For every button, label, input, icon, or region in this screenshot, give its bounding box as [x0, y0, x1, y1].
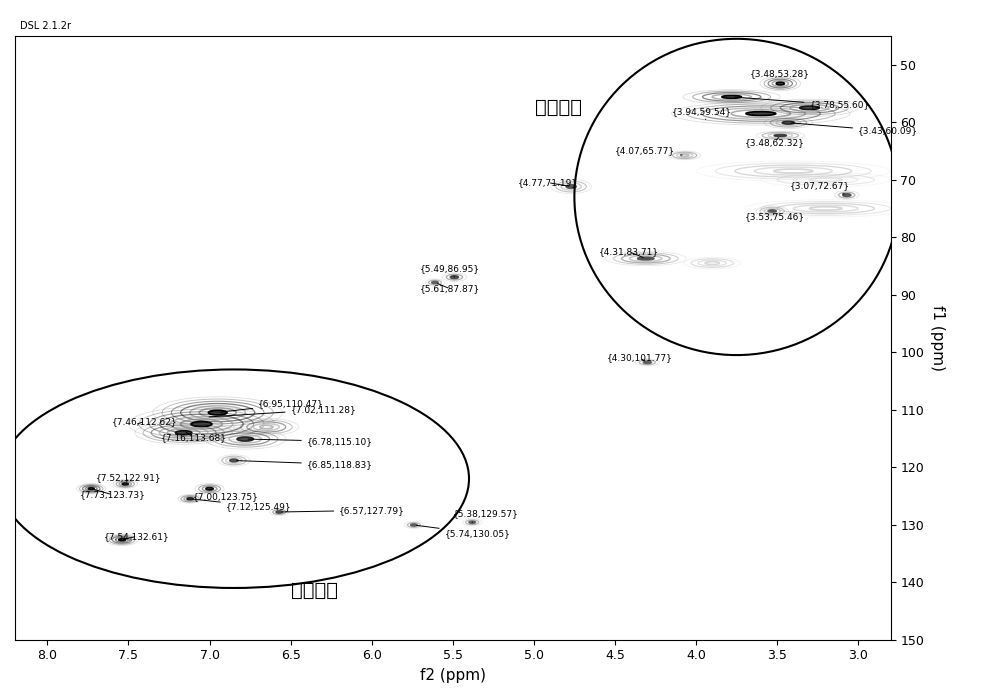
Ellipse shape	[776, 82, 784, 85]
Ellipse shape	[237, 437, 253, 441]
Ellipse shape	[450, 276, 458, 279]
Text: {7.16,113.68}: {7.16,113.68}	[161, 432, 227, 442]
Text: {3.78,55.60}: {3.78,55.60}	[734, 97, 870, 110]
Ellipse shape	[208, 410, 227, 415]
Ellipse shape	[411, 524, 417, 526]
Ellipse shape	[432, 281, 438, 283]
Text: {5.74,130.05}: {5.74,130.05}	[417, 526, 511, 538]
Text: {3.53,75.46}: {3.53,75.46}	[745, 213, 805, 221]
Text: {7.00,123.75}: {7.00,123.75}	[193, 489, 259, 502]
Text: {6.57,127.79}: {6.57,127.79}	[282, 506, 405, 515]
Text: {4.07,65.77}: {4.07,65.77}	[615, 147, 682, 156]
Text: {3.94,59.54}: {3.94,59.54}	[672, 107, 732, 119]
Text: {3.48,62.32}: {3.48,62.32}	[745, 138, 805, 147]
Text: {4.31,83.71}: {4.31,83.71}	[599, 247, 659, 258]
Text: 脂肪族区: 脂肪族区	[535, 98, 582, 117]
Text: {4.30,101.77}: {4.30,101.77}	[607, 353, 673, 362]
Ellipse shape	[187, 498, 193, 500]
Text: {4.77,71.19}: {4.77,71.19}	[518, 178, 578, 187]
Text: {7.46,112.62}: {7.46,112.62}	[112, 417, 178, 426]
Ellipse shape	[191, 422, 212, 426]
Text: {7.12,125.49}: {7.12,125.49}	[193, 499, 291, 511]
Text: {5.49,86.95}: {5.49,86.95}	[420, 265, 480, 277]
Ellipse shape	[800, 106, 819, 110]
Text: {7.73,123.73}: {7.73,123.73}	[80, 489, 146, 499]
Ellipse shape	[88, 488, 94, 490]
Text: {5.61,87.87}: {5.61,87.87}	[420, 283, 481, 293]
Text: {6.95,110.47}: {6.95,110.47}	[220, 399, 324, 412]
Text: 芳香族区: 芳香族区	[291, 581, 338, 600]
Text: {3.07,72.67}: {3.07,72.67}	[790, 181, 850, 194]
Ellipse shape	[122, 483, 128, 485]
Ellipse shape	[746, 112, 776, 115]
Ellipse shape	[119, 539, 125, 541]
Ellipse shape	[782, 121, 795, 124]
Ellipse shape	[206, 487, 213, 490]
Text: {3.43,60.09}: {3.43,60.09}	[791, 123, 918, 135]
Ellipse shape	[276, 511, 283, 513]
Ellipse shape	[566, 185, 576, 188]
Ellipse shape	[774, 135, 786, 137]
Text: {7.54,132.61}: {7.54,132.61}	[104, 532, 170, 541]
Text: {6.78,115.10}: {6.78,115.10}	[248, 437, 373, 446]
Text: {5.38,129.57}: {5.38,129.57}	[453, 509, 519, 522]
Text: {7.02,111.28}: {7.02,111.28}	[209, 406, 356, 417]
Ellipse shape	[643, 362, 651, 364]
Text: {6.85,118.83}: {6.85,118.83}	[237, 460, 373, 469]
Text: {3.48,53.28}: {3.48,53.28}	[750, 69, 810, 84]
Ellipse shape	[768, 210, 776, 212]
Ellipse shape	[638, 257, 654, 260]
Y-axis label: f1 (ppm): f1 (ppm)	[930, 305, 945, 371]
Ellipse shape	[843, 193, 851, 197]
Ellipse shape	[176, 431, 192, 435]
Ellipse shape	[722, 96, 741, 98]
X-axis label: f2 (ppm): f2 (ppm)	[420, 668, 486, 683]
Ellipse shape	[230, 459, 238, 462]
Ellipse shape	[469, 521, 475, 524]
Text: DSL 2.1.2r: DSL 2.1.2r	[20, 21, 71, 31]
Text: {7.52,122.91}: {7.52,122.91}	[96, 473, 162, 482]
